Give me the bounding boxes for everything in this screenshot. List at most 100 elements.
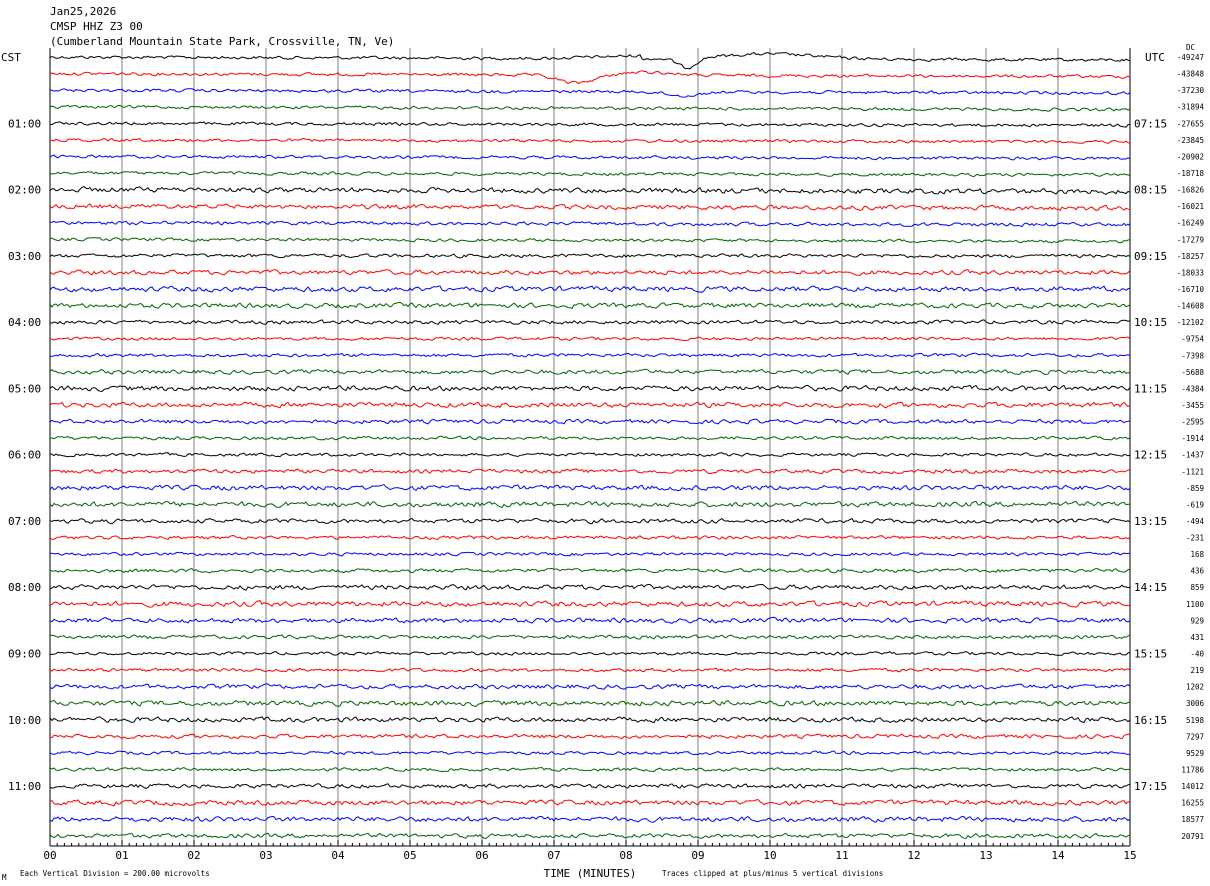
trace-row: [49, 435, 1131, 441]
trace-row: [49, 798, 1131, 807]
dc-offset-label: -27655: [1177, 119, 1204, 128]
dc-label: DC: [1186, 43, 1195, 52]
right-hour-label: 13:15: [1134, 515, 1167, 528]
clip-note: Traces clipped at plus/minus 5 vertical …: [662, 869, 883, 878]
trace-row: [49, 500, 1130, 509]
trace-row: [49, 551, 1131, 557]
x-tick-label: 00: [43, 849, 56, 862]
dc-offset-label: -14608: [1177, 302, 1205, 311]
left-hour-label: 11:00: [8, 780, 41, 793]
dc-offset-label: -18033: [1177, 268, 1204, 277]
trace-row: [49, 253, 1131, 259]
trace-row: [49, 418, 1131, 425]
left-hour-label: 10:00: [8, 714, 41, 727]
trace-row: [49, 699, 1131, 707]
dc-offset-label: 9529: [1186, 749, 1204, 758]
dc-offset-label: -1121: [1181, 467, 1204, 476]
corner-mark: M: [2, 873, 7, 882]
trace-row: [49, 783, 1131, 789]
dc-offset-label: -1914: [1181, 434, 1204, 443]
x-tick-label: 11: [835, 849, 848, 862]
right-hour-label: 10:15: [1134, 316, 1167, 329]
dc-offset-label: 1202: [1186, 683, 1204, 692]
trace-row: [49, 154, 1131, 161]
dc-offset-label: 11786: [1181, 766, 1204, 775]
trace-row: [49, 766, 1131, 773]
x-tick-label: 07: [547, 849, 560, 862]
left-hour-label: 04:00: [8, 316, 41, 329]
x-tick-label: 09: [691, 849, 704, 862]
right-hour-label: 07:15: [1134, 117, 1167, 130]
dc-offset-label: -16826: [1177, 186, 1205, 195]
dc-offset-label: -9754: [1181, 335, 1204, 344]
trace-row: [49, 336, 1131, 342]
dc-offset-label: 14012: [1181, 782, 1204, 791]
trace-row: [49, 634, 1131, 640]
left-hour-label: 07:00: [8, 515, 41, 528]
trace-row: [49, 171, 1131, 178]
trace-row: [49, 237, 1131, 244]
dc-offset-label: -18718: [1177, 169, 1205, 178]
right-hour-label: 09:15: [1134, 250, 1167, 263]
x-tick-label: 15: [1123, 849, 1136, 862]
dc-offset-label: 929: [1190, 616, 1204, 625]
dc-offset-label: 7297: [1186, 732, 1204, 741]
left-timezone-label: CST: [1, 51, 21, 64]
dc-offset-label: -619: [1186, 500, 1204, 509]
dc-offset-label: 1100: [1186, 600, 1205, 609]
right-hour-label: 12:15: [1134, 449, 1167, 462]
left-hour-label: 05:00: [8, 382, 41, 395]
trace-row: [49, 683, 1131, 690]
trace-row: [49, 452, 1131, 458]
left-hour-label: 08:00: [8, 581, 41, 594]
trace-row: [49, 319, 1131, 325]
left-hour-label: 02:00: [8, 184, 41, 197]
x-tick-label: 01: [115, 849, 128, 862]
scale-note: Each Vertical Division = 200.00 microvol…: [20, 869, 210, 878]
dc-offset-label: -40: [1190, 650, 1204, 659]
dc-offset-label: -3455: [1181, 401, 1204, 410]
trace-row: [49, 121, 1131, 128]
trace-row: [49, 104, 1131, 112]
trace-row: [49, 517, 1131, 525]
x-tick-label: 02: [187, 849, 200, 862]
dc-offset-label: -31894: [1177, 103, 1205, 112]
trace-row: [49, 535, 1131, 540]
x-tick-label: 06: [475, 849, 488, 862]
trace-row: [49, 468, 1131, 475]
trace-row: [49, 51, 1131, 70]
dc-offset-label: -18257: [1177, 252, 1204, 261]
left-hour-label: 06:00: [8, 449, 41, 462]
trace-row: [49, 567, 1131, 574]
x-tick-label: 13: [979, 849, 992, 862]
trace-row: [49, 600, 1131, 608]
x-tick-label: 14: [1051, 849, 1065, 862]
x-axis-title: TIME (MINUTES): [544, 867, 637, 880]
dc-offset-label: 5198: [1186, 716, 1205, 725]
dc-offset-label: -2595: [1181, 418, 1204, 427]
trace-row: [49, 384, 1131, 393]
trace-row: [49, 616, 1131, 624]
dc-offset-label: 3006: [1186, 699, 1205, 708]
x-tick-label: 04: [331, 849, 345, 862]
dc-offset-label: -43848: [1177, 70, 1205, 79]
dc-offset-label: -859: [1186, 484, 1204, 493]
dc-offset-label: -16021: [1177, 202, 1204, 211]
trace-row: [50, 137, 1131, 144]
x-tick-label: 08: [619, 849, 632, 862]
trace-row: [49, 401, 1131, 409]
trace-row: [49, 832, 1131, 840]
right-hour-label: 17:15: [1134, 780, 1167, 793]
x-tick-label: 12: [907, 849, 920, 862]
right-timezone-label: UTC: [1145, 51, 1165, 64]
dc-offset-label: -494: [1186, 517, 1205, 526]
trace-row: [49, 220, 1131, 228]
date-label: Jan25,2026: [50, 5, 117, 18]
trace-row: [49, 186, 1131, 195]
trace-row: [49, 285, 1131, 293]
dc-offset-label: -12102: [1177, 318, 1204, 327]
x-tick-label: 05: [403, 849, 416, 862]
trace-row: [49, 203, 1131, 211]
trace-row: [49, 368, 1131, 376]
